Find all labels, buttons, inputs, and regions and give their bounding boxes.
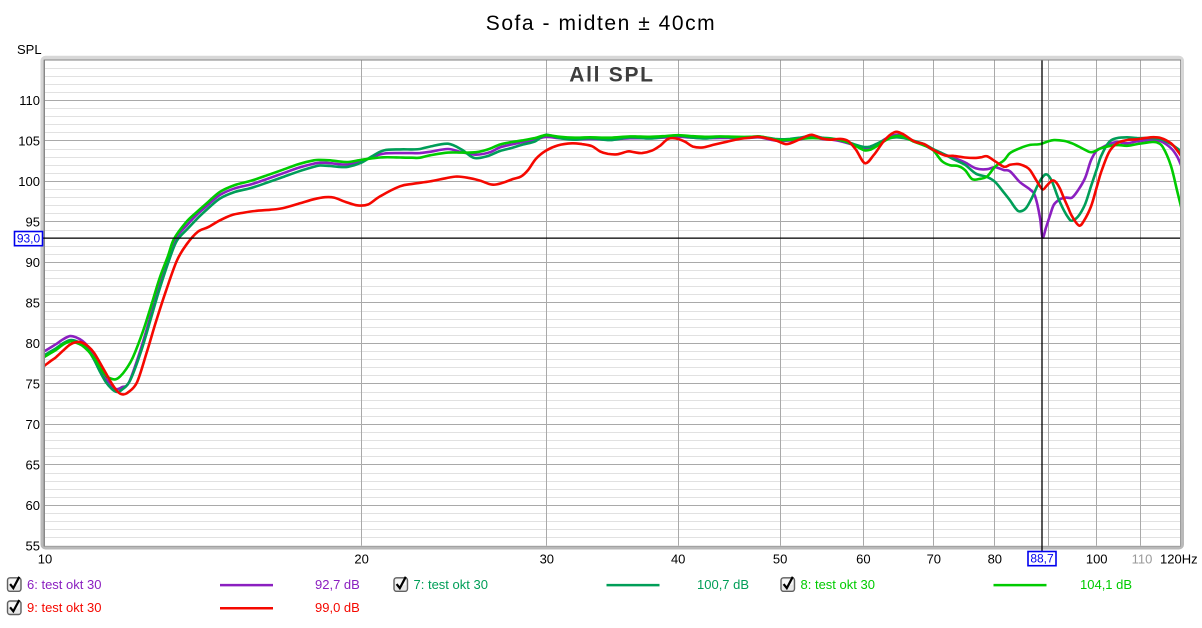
svg-text:104,1 dB: 104,1 dB — [1080, 577, 1132, 592]
svg-text:6: test okt 30: 6: test okt 30 — [27, 577, 101, 592]
svg-text:9: test okt 30: 9: test okt 30 — [27, 600, 101, 615]
svg-text:80: 80 — [26, 336, 40, 351]
svg-text:85: 85 — [26, 295, 40, 310]
svg-text:99,0 dB: 99,0 dB — [315, 600, 360, 615]
svg-text:All SPL: All SPL — [569, 64, 654, 87]
svg-text:92,7 dB: 92,7 dB — [315, 577, 360, 592]
svg-text:75: 75 — [26, 376, 40, 391]
svg-text:10: 10 — [38, 552, 52, 567]
svg-text:50: 50 — [773, 552, 787, 567]
svg-text:20: 20 — [354, 552, 368, 567]
svg-text:70: 70 — [26, 417, 40, 432]
svg-text:88,7: 88,7 — [1030, 552, 1054, 566]
svg-text:110: 110 — [1132, 552, 1153, 567]
svg-text:90: 90 — [26, 255, 40, 270]
svg-text:60: 60 — [26, 498, 40, 513]
svg-text:100: 100 — [1086, 552, 1108, 567]
svg-text:80: 80 — [988, 552, 1002, 567]
svg-text:30: 30 — [540, 552, 554, 567]
svg-text:8: test okt 30: 8: test okt 30 — [801, 577, 875, 592]
svg-text:55: 55 — [26, 538, 40, 553]
svg-text:100,7 dB: 100,7 dB — [697, 577, 749, 592]
svg-text:Sofa - midten ± 40cm: Sofa - midten ± 40cm — [486, 12, 716, 35]
svg-text:100: 100 — [18, 174, 40, 189]
svg-text:70: 70 — [927, 552, 941, 567]
svg-text:120Hz: 120Hz — [1160, 552, 1198, 567]
svg-text:60: 60 — [856, 552, 870, 567]
svg-text:93,0: 93,0 — [17, 232, 41, 246]
svg-text:65: 65 — [26, 457, 40, 472]
svg-text:95: 95 — [26, 214, 40, 229]
svg-text:7: test okt 30: 7: test okt 30 — [414, 577, 488, 592]
svg-text:105: 105 — [18, 133, 40, 148]
svg-text:SPL: SPL — [17, 42, 42, 57]
svg-text:110: 110 — [19, 93, 40, 108]
svg-text:40: 40 — [671, 552, 685, 567]
